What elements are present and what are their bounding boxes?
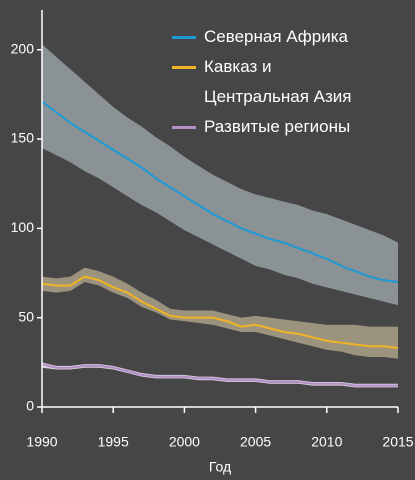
legend-label: Развитые регионы [204,117,351,136]
legend-item: Северная Африка [172,22,372,52]
series-line [41,100,399,283]
x-tick-label: 2010 [311,434,342,450]
legend-item: Кавказ и Центральная Азия [172,52,372,112]
confidence-band [42,44,398,306]
x-tick-label: 2005 [240,434,271,450]
legend-label: Северная Африка [204,27,348,46]
x-axis-title: Год [209,459,231,475]
y-tick-label: 0 [26,398,34,414]
legend-swatch [172,66,196,69]
legend-swatch [172,36,196,39]
series-line [41,363,398,387]
legend: Северная Африка Кавказ и Центральная Азия… [172,22,372,142]
legend-item: Развитые регионы [172,112,372,142]
y-tick-label: 200 [11,40,35,56]
y-tick-label: 50 [18,308,34,324]
series-line [41,275,399,350]
legend-label: Кавказ и Центральная Азия [204,57,352,106]
x-tick-label: 2000 [169,434,200,450]
y-tick-label: 100 [11,219,35,235]
legend-swatch [172,126,196,129]
y-tick-label: 150 [11,130,35,146]
x-tick-label: 1995 [98,434,129,450]
x-tick-label: 2015 [382,434,413,450]
x-tick-label: 1990 [26,434,57,450]
